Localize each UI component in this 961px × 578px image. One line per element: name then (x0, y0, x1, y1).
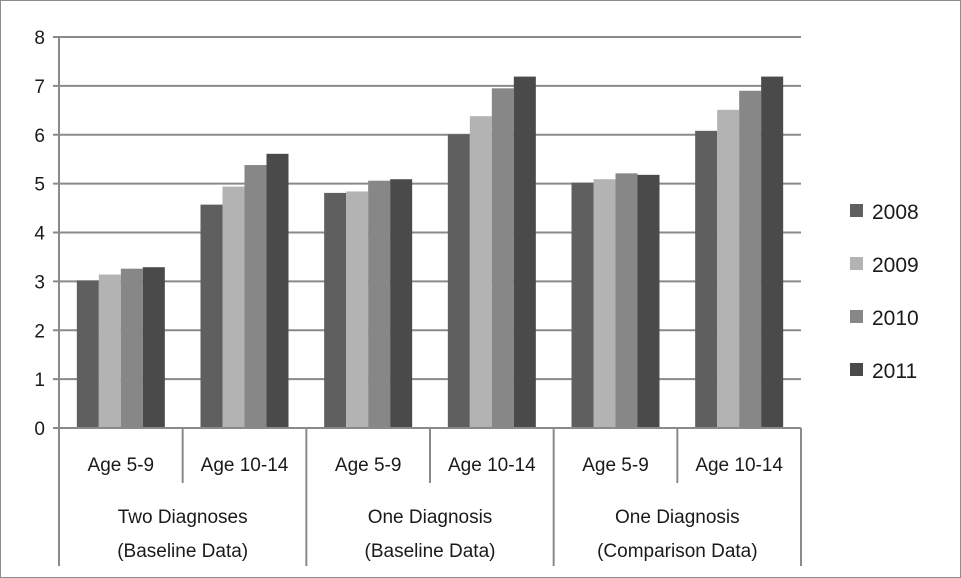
axes (53, 36, 802, 566)
bar-2010-cat-5 (739, 90, 762, 428)
x-group-label-line2: (Baseline Data) (365, 541, 496, 562)
y-tick-label: 4 (34, 224, 45, 245)
x-category-label: Age 10-14 (201, 455, 289, 476)
bar-2011-cat-5 (761, 76, 784, 429)
bar-2010-cat-1 (244, 165, 267, 429)
legend-swatch-2010 (850, 310, 863, 323)
bar-2008-cat-1 (200, 204, 223, 428)
y-tick-label: 2 (34, 321, 45, 342)
x-category-label: Age 10-14 (695, 455, 783, 476)
legend: 2008 2009 2010 2011 (850, 201, 919, 383)
bar-2010-cat-2 (368, 180, 391, 428)
bar-2010-cat-0 (120, 268, 143, 428)
bars (76, 76, 784, 429)
bar-2011-cat-2 (390, 179, 413, 428)
y-tick-label: 3 (34, 272, 45, 293)
bar-2009-cat-0 (98, 274, 121, 428)
legend-swatch-2008 (850, 204, 863, 217)
y-tick-label: 0 (34, 419, 45, 440)
y-tick-label: 6 (34, 126, 45, 147)
bar-2008-cat-2 (324, 192, 347, 428)
x-group-label-line1: One Diagnosis (368, 507, 493, 528)
bar-2011-cat-3 (513, 76, 536, 429)
bar-2009-cat-1 (222, 186, 245, 428)
bar-2009-cat-4 (593, 179, 616, 428)
x-category-labels: Age 5-9 Age 10-14 Age 5-9 Age 10-14 Age 5-9 A… (88, 455, 784, 476)
legend-swatch-2011 (850, 363, 863, 376)
x-group-label-line2: (Comparison Data) (597, 541, 758, 562)
bar-2008-cat-4 (571, 182, 594, 428)
y-tick-label: 5 (34, 175, 45, 196)
bar-2011-cat-1 (266, 153, 289, 428)
y-tick-label: 8 (34, 28, 45, 49)
y-tick-label: 1 (34, 370, 45, 391)
bar-2011-cat-0 (142, 267, 165, 428)
bar-2011-cat-4 (637, 174, 660, 428)
bar-2009-cat-2 (346, 191, 369, 428)
legend-label-2011: 2011 (872, 360, 917, 383)
x-group-label-line2: (Baseline Data) (117, 541, 248, 562)
bar-2009-cat-3 (469, 116, 492, 429)
y-tick-label: 7 (34, 77, 45, 98)
legend-label-2008: 2008 (872, 201, 919, 224)
bar-2008-cat-5 (695, 130, 718, 428)
bar-2010-cat-3 (491, 88, 514, 428)
legend-swatch-2009 (850, 257, 863, 270)
bar-2008-cat-0 (76, 280, 99, 428)
x-group-label-line1: Two Diagnoses (118, 507, 248, 528)
x-group-labels: Two Diagnoses (Baseline Data) One Diagnosi… (117, 507, 757, 562)
x-category-label: Age 5-9 (582, 455, 649, 476)
bar-2008-cat-3 (447, 134, 470, 429)
x-category-label: Age 5-9 (88, 455, 155, 476)
x-group-label-line1: One Diagnosis (615, 507, 740, 528)
bar-2010-cat-4 (615, 173, 638, 428)
gridlines (59, 36, 801, 381)
legend-label-2009: 2009 (872, 254, 919, 277)
x-category-label: Age 10-14 (448, 455, 536, 476)
y-tick-labels: 0 1 2 3 4 5 6 7 8 (34, 28, 45, 440)
bar-2009-cat-5 (717, 109, 740, 428)
x-category-label: Age 5-9 (335, 455, 402, 476)
legend-label-2010: 2010 (872, 307, 919, 330)
